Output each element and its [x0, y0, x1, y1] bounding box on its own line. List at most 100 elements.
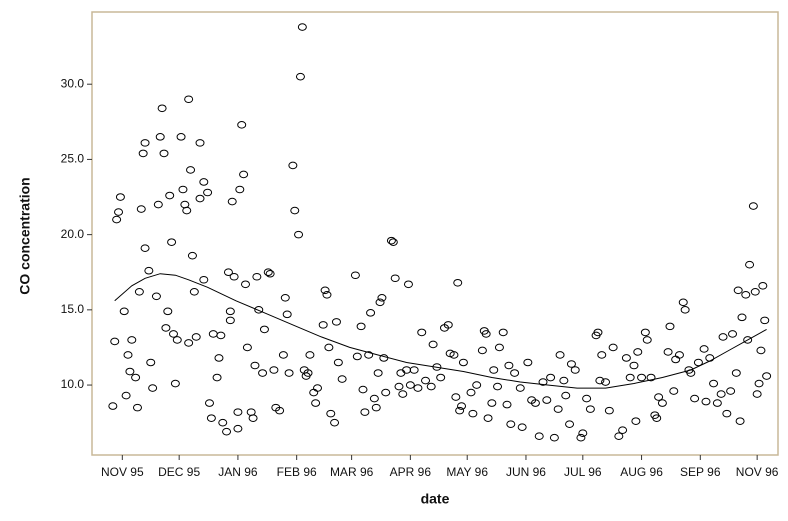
- data-point: [756, 346, 766, 355]
- data-point: [561, 391, 571, 400]
- data-point: [608, 343, 618, 352]
- data-point: [123, 351, 133, 359]
- y-tick-label: 30.0: [61, 76, 85, 90]
- x-tick-label: DEC 95: [158, 465, 200, 479]
- data-point: [542, 396, 552, 404]
- data-point: [155, 133, 165, 141]
- data-point: [597, 351, 607, 359]
- data-point: [502, 400, 512, 409]
- data-point: [726, 387, 736, 395]
- data-point: [331, 318, 341, 326]
- data-point: [493, 382, 503, 391]
- data-point: [604, 406, 614, 415]
- data-point: [295, 72, 305, 81]
- data-point: [233, 408, 243, 416]
- data-point: [652, 414, 662, 422]
- data-point: [633, 348, 643, 356]
- data-point: [413, 384, 423, 392]
- data-point: [565, 420, 575, 428]
- data-point: [716, 390, 726, 398]
- data-point: [398, 390, 408, 398]
- data-point: [760, 316, 770, 325]
- data-point: [313, 384, 323, 392]
- data-point: [453, 278, 463, 287]
- data-point: [114, 208, 124, 216]
- data-point: [709, 379, 719, 388]
- data-point: [570, 366, 580, 374]
- data-point: [115, 193, 125, 201]
- data-point: [375, 298, 385, 307]
- data-point: [189, 287, 199, 296]
- data-point: [754, 379, 764, 388]
- data-point: [743, 336, 753, 344]
- data-point: [151, 292, 161, 301]
- data-point: [153, 200, 163, 209]
- data-point: [320, 286, 330, 295]
- data-point: [722, 409, 732, 418]
- data-point: [297, 23, 307, 31]
- data-point: [131, 373, 141, 382]
- x-tick-label: JUN 96: [506, 465, 546, 479]
- data-point: [678, 298, 688, 307]
- data-point: [409, 366, 419, 374]
- data-point: [654, 393, 664, 401]
- data-point: [741, 290, 751, 299]
- data-point: [132, 403, 142, 412]
- data-point: [144, 266, 154, 275]
- data-point: [585, 405, 595, 413]
- data-point: [483, 414, 493, 422]
- data-point: [421, 376, 431, 385]
- data-point: [752, 390, 762, 398]
- data-point: [161, 324, 171, 332]
- data-point: [504, 361, 514, 370]
- data-point: [728, 330, 738, 338]
- data-point: [466, 388, 476, 397]
- data-point: [388, 238, 398, 246]
- data-point: [157, 104, 167, 113]
- x-tick-label: APR 96: [390, 465, 432, 479]
- data-point: [136, 205, 146, 213]
- data-point: [646, 373, 656, 382]
- data-point: [250, 361, 260, 370]
- data-point: [748, 202, 758, 210]
- data-point: [595, 376, 605, 385]
- data-point: [417, 328, 427, 337]
- data-point: [718, 333, 728, 341]
- data-point: [350, 271, 360, 280]
- data-point: [745, 260, 755, 269]
- data-point: [322, 290, 332, 299]
- data-point: [669, 387, 679, 395]
- fit-line: [114, 273, 767, 389]
- data-point: [110, 337, 120, 346]
- data-point: [218, 418, 228, 427]
- data-point: [582, 394, 592, 403]
- x-tick-label: MAR 96: [330, 465, 374, 479]
- data-point: [477, 346, 487, 355]
- data-point: [472, 381, 482, 389]
- data-point: [549, 433, 559, 442]
- data-point: [148, 384, 158, 392]
- data-point: [555, 351, 565, 359]
- data-point: [165, 191, 175, 200]
- data-point: [170, 379, 180, 388]
- data-point: [457, 402, 467, 410]
- data-point: [187, 251, 197, 260]
- data-point: [523, 358, 533, 367]
- data-point: [451, 393, 461, 401]
- data-point: [390, 274, 400, 283]
- data-point: [184, 339, 194, 347]
- data-point: [593, 328, 603, 337]
- data-point: [534, 432, 544, 440]
- data-point: [506, 420, 516, 428]
- data-point: [176, 133, 186, 141]
- data-point: [305, 351, 315, 359]
- data-point: [294, 230, 304, 239]
- data-point: [663, 348, 673, 356]
- data-point: [191, 333, 201, 341]
- data-point: [750, 287, 760, 296]
- data-point: [443, 321, 453, 329]
- data-point: [428, 340, 438, 349]
- data-point: [377, 294, 387, 302]
- data-point: [303, 369, 313, 377]
